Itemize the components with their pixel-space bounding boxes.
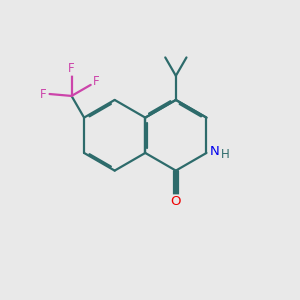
Text: F: F <box>93 76 99 88</box>
Text: O: O <box>171 195 181 208</box>
Text: H: H <box>221 148 230 161</box>
Text: N: N <box>210 145 220 158</box>
Text: F: F <box>40 88 47 100</box>
Text: F: F <box>68 62 75 75</box>
